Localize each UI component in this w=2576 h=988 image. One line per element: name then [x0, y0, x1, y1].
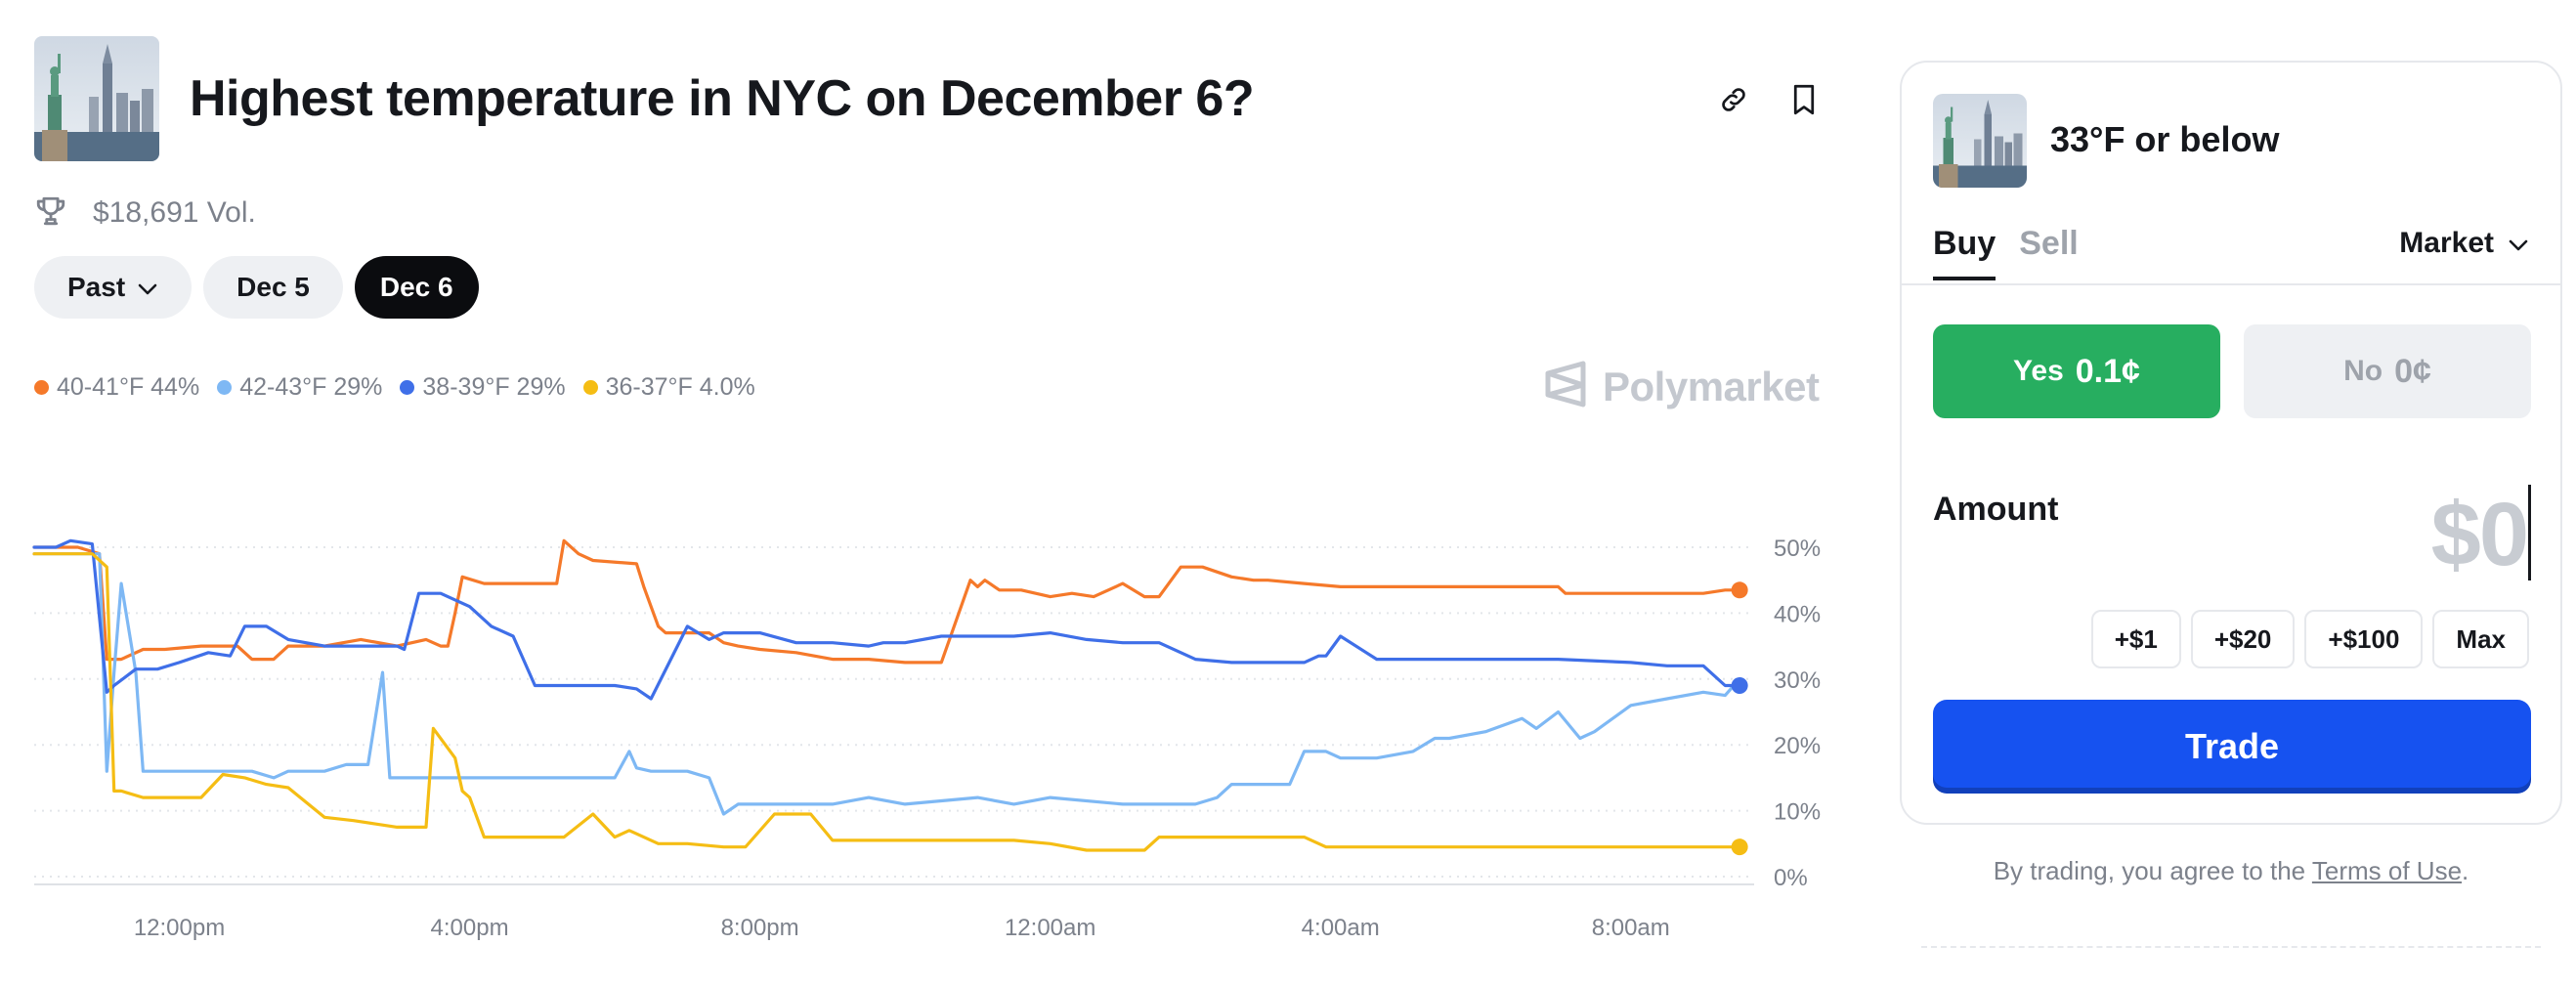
series-line-36-37°F — [32, 552, 1741, 852]
legend-label: 40-41°F 44% — [57, 372, 200, 401]
tab-buy[interactable]: Buy — [1933, 225, 1996, 280]
polymarket-watermark: Polymarket — [1542, 360, 1820, 413]
legend-item: 36-37°F 4.0% — [582, 372, 755, 402]
quick-amount-row: +$1 +$20 +$100 Max — [2090, 610, 2529, 668]
watermark-text: Polymarket — [1603, 363, 1820, 409]
legend-dot — [217, 379, 233, 395]
tab-divider — [1902, 283, 2560, 285]
add-100-button[interactable]: +$100 — [2304, 610, 2424, 668]
series-line-38-39°F — [32, 538, 1741, 701]
legend-item: 38-39°F 29% — [400, 372, 566, 402]
series-endpoint-40-41°F — [1731, 581, 1748, 599]
polymarket-logo-icon — [1542, 360, 1589, 413]
yes-button[interactable]: Yes 0.1¢ — [1933, 324, 2220, 418]
volume-text: $18,691 Vol. — [93, 196, 256, 229]
x-tick-label: 4:00pm — [431, 915, 509, 941]
y-tick-label: 40% — [1774, 601, 1821, 627]
outcome-title: 33°F or below — [2050, 119, 2280, 159]
amount-label: Amount — [1933, 491, 2059, 528]
date-filter-row: Past Dec 5 Dec 6 — [34, 256, 479, 319]
outcome-selector: Yes 0.1¢ No 0¢ — [1933, 324, 2531, 418]
legend-label: 36-37°F 4.0% — [605, 372, 755, 401]
yes-price: 0.1¢ — [2075, 352, 2140, 390]
date-pill-dec5[interactable]: Dec 5 — [203, 256, 343, 319]
link-icon[interactable] — [1712, 78, 1755, 121]
order-type-dropdown[interactable]: Market — [2399, 227, 2529, 260]
price-history-chart: 0% 10% 20% 30% 40% 50% 12:00pm 4:00pm 8:00pm 12:0… — [0, 469, 1867, 988]
trophy-icon — [34, 194, 67, 233]
event-title: Highest temperature in NYC on December 6… — [190, 70, 1255, 127]
y-tick-label: 0% — [1774, 865, 1808, 891]
text-cursor — [2528, 485, 2531, 580]
tab-sell[interactable]: Sell — [2019, 225, 2079, 262]
chart-legend: 40-41°F 44% 42-43°F 29% 38-39°F 29% 36-3… — [34, 369, 755, 405]
legend-label: 38-39°F 29% — [422, 372, 566, 401]
volume-row: $18,691 Vol. — [34, 192, 256, 235]
terms-prefix: By trading, you agree to the — [1993, 856, 2312, 885]
legend-item: 40-41°F 44% — [34, 373, 199, 402]
series-endpoint-38-39°F — [1731, 677, 1748, 695]
past-dropdown[interactable]: Past — [34, 256, 193, 319]
series-endpoint-36-37°F — [1731, 838, 1748, 856]
bookmark-icon[interactable] — [1782, 78, 1825, 121]
buy-sell-tabs: Buy Sell — [1933, 225, 2079, 280]
add-20-button[interactable]: +$20 — [2190, 610, 2296, 668]
no-button[interactable]: No 0¢ — [2244, 324, 2531, 418]
legend-dot — [34, 379, 49, 395]
x-tick-label: 12:00am — [1005, 915, 1095, 941]
series-line-42-43°F — [32, 552, 1741, 816]
x-tick-label: 8:00pm — [721, 915, 799, 941]
date-pill-dec6[interactable]: Dec 6 — [354, 256, 479, 319]
yes-label: Yes — [2013, 355, 2064, 387]
legend-dot — [582, 379, 598, 395]
no-label: No — [2343, 355, 2383, 387]
x-tick-label: 12:00pm — [134, 915, 225, 941]
legend-item: 42-43°F 29% — [217, 373, 382, 402]
series-line-40-41°F — [32, 538, 1741, 665]
y-tick-label: 50% — [1774, 536, 1821, 562]
chart-svg: 0% 10% 20% 30% 40% 50% 12:00pm 4:00pm 8:00pm 12:0… — [32, 536, 1821, 941]
terms-notice: By trading, you agree to the Terms of Us… — [1900, 856, 2562, 886]
pill-label: Past — [67, 272, 126, 302]
pill-label: Dec 5 — [236, 272, 310, 302]
outcome-thumbnail — [1933, 94, 2027, 188]
legend-label: 42-43°F 29% — [239, 372, 383, 401]
nyc-skyline-image — [34, 36, 159, 161]
chevron-down-icon — [2508, 227, 2529, 260]
nyc-skyline-image — [1933, 94, 2027, 188]
add-1-button[interactable]: +$1 — [2090, 610, 2181, 668]
y-tick-label: 10% — [1774, 799, 1821, 826]
x-tick-label: 4:00am — [1302, 915, 1380, 941]
terms-of-use-link[interactable]: Terms of Use — [2311, 856, 2463, 885]
trade-button[interactable]: Trade — [1933, 700, 2531, 794]
chevron-down-icon — [137, 272, 158, 303]
x-tick-label: 8:00am — [1592, 915, 1670, 941]
event-thumbnail — [34, 36, 159, 161]
legend-dot — [400, 379, 415, 395]
pill-label: Dec 6 — [379, 272, 453, 302]
trade-panel: 33°F or below Buy Sell Market Yes 0.1¢ N… — [1900, 61, 2562, 825]
order-type-label: Market — [2399, 227, 2494, 259]
y-tick-label: 20% — [1774, 733, 1821, 759]
terms-suffix: . — [2462, 856, 2469, 885]
y-tick-label: 30% — [1774, 667, 1821, 694]
amount-input[interactable]: $0 — [2430, 485, 2529, 584]
max-button[interactable]: Max — [2432, 610, 2529, 668]
section-divider — [1921, 946, 2541, 948]
no-price: 0¢ — [2394, 352, 2431, 390]
